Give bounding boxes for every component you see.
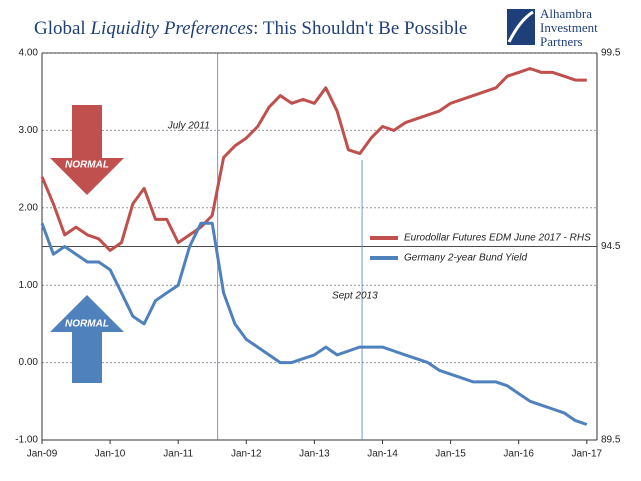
y2-tick-label: 94.5 [601,241,621,252]
x-tick-label: Jan-16 [503,449,534,460]
y-tick-label: 0.00 [19,357,39,368]
x-tick-label: Jan-11 [163,449,193,460]
title-part: Liquidity Preferences [89,18,253,39]
annotation: July 2011 [167,121,210,132]
y-tick-label: -1.00 [15,435,38,446]
x-tick-label: Jan-14 [367,449,398,460]
x-tick-label: Jan-10 [95,449,126,460]
arrow-label: NORMAL [65,319,109,330]
logo: Alhambra Investment Partners [507,6,598,49]
x-tick-label: Jan-13 [299,449,330,460]
arrow-down [50,105,124,195]
title-part: Global [34,18,90,39]
legend-label: Eurodollar Futures EDM June 2017 - RHS [404,233,591,244]
y2-tick-label: 99.5 [601,48,621,59]
y-tick-label: 2.00 [19,202,39,213]
arrow-up [50,295,124,383]
logo-text: Alhambra [540,6,592,21]
title-part: : This Shouldn't Be Possible [253,18,467,39]
logo-text: Investment [540,20,598,35]
y-tick-label: 3.00 [19,125,39,136]
arrow-label: NORMAL [65,160,109,171]
logo-swoosh [507,10,534,43]
series-line [40,221,588,426]
chart-title: Global Liquidity Preferences: This Shoul… [34,18,467,39]
y-tick-label: 4.00 [19,48,39,59]
y2-tick-label: 89.5 [601,435,621,446]
x-tick-label: Jan-12 [231,449,262,460]
legend-label: Germany 2-year Bund Yield [404,253,527,264]
logo-text: Partners [540,34,583,49]
annotation: Sept 2013 [332,291,378,302]
y-tick-label: 1.00 [19,280,39,291]
series-line [40,67,587,252]
x-tick-label: Jan-09 [27,449,58,460]
x-tick-label: Jan-17 [571,449,602,460]
x-tick-label: Jan-15 [435,449,466,460]
